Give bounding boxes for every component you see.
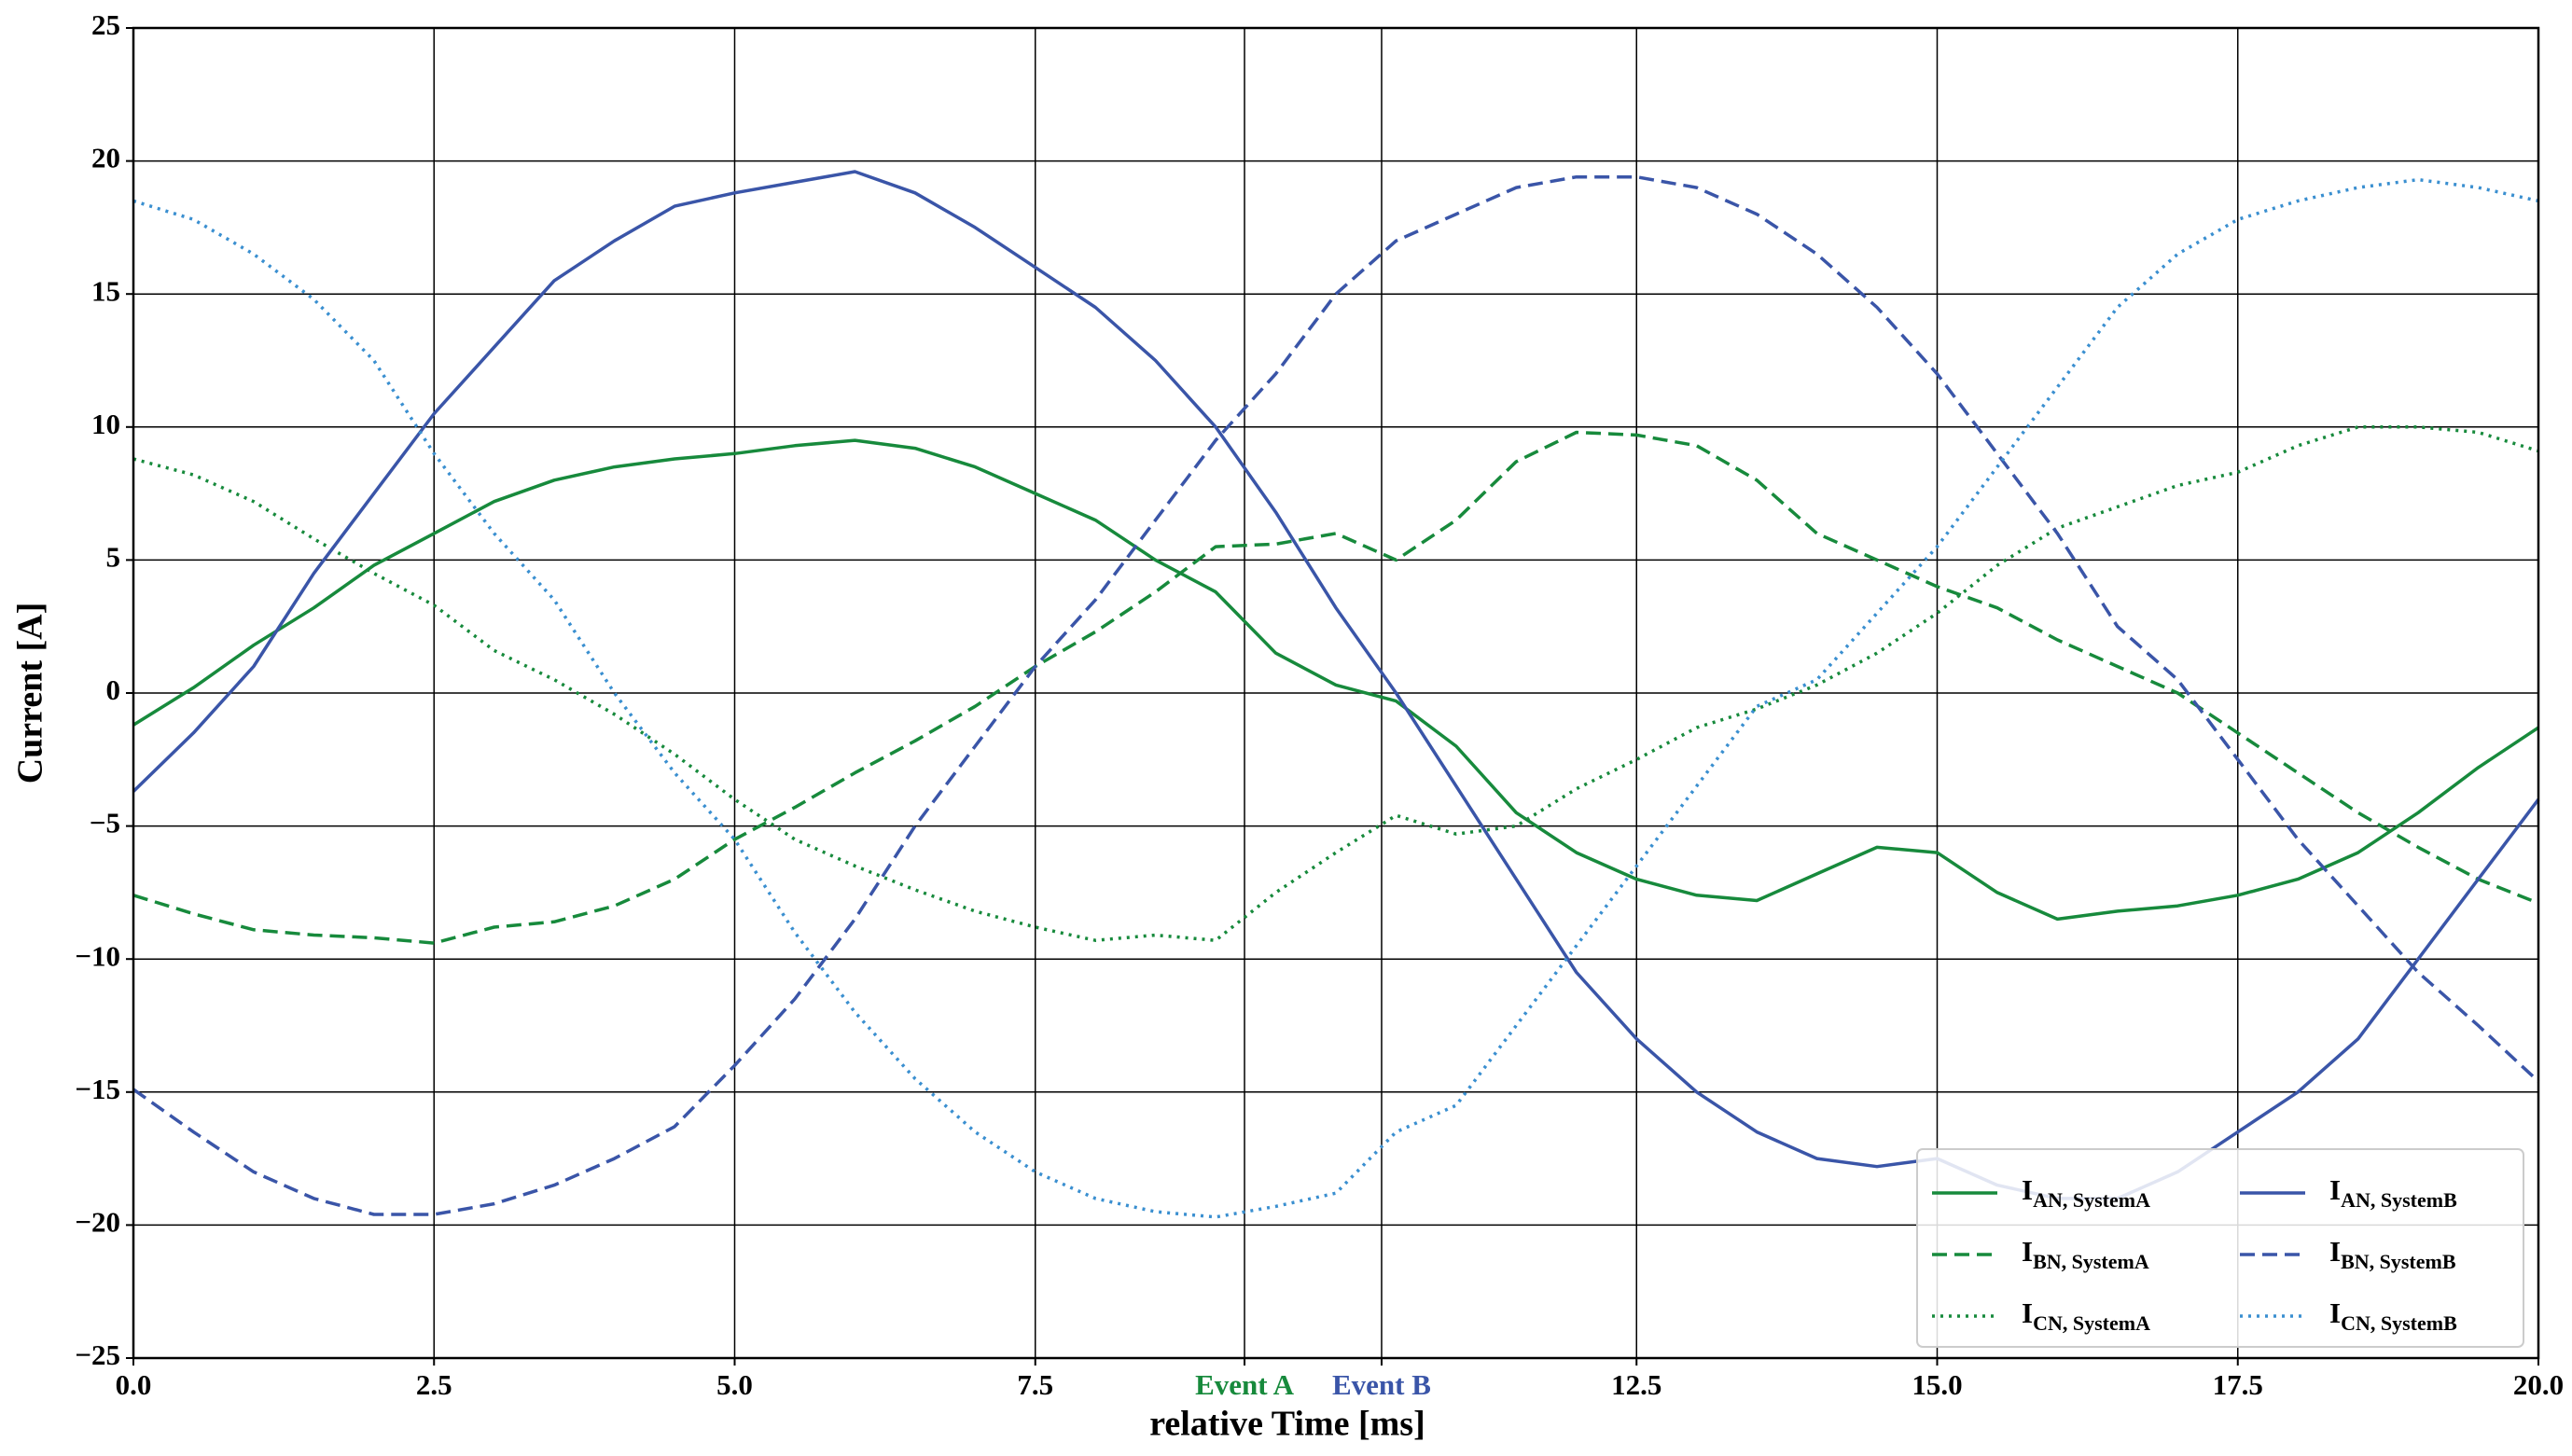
series-line (132, 177, 2539, 1219)
y-tick-label: 25 (91, 8, 120, 41)
legend-name: I (2329, 1297, 2341, 1329)
x-tick-label: 12.5 (1611, 1368, 1661, 1401)
y-tick-label: 5 (106, 541, 121, 574)
legend-label: IBN, SystemA (2022, 1235, 2149, 1273)
x-tick-label: 5.0 (716, 1368, 753, 1401)
legend-label: ICN, SystemA (2022, 1297, 2150, 1335)
y-tick-label: 10 (91, 408, 120, 440)
legend-label: IAN, SystemB (2329, 1173, 2457, 1212)
y-tick-label: −20 (75, 1206, 120, 1239)
legend-subscript: BN, SystemA (2033, 1250, 2149, 1273)
legend-name: I (2022, 1173, 2033, 1206)
series-line (132, 174, 2540, 1216)
y-axis-label: Current [A] (11, 603, 50, 784)
x-tick-label: 0.0 (116, 1368, 152, 1401)
y-tick-label: 0 (106, 673, 121, 706)
legend-name: I (2329, 1173, 2341, 1206)
x-tick-label: 2.5 (416, 1368, 452, 1401)
x-tick-label: 7.5 (1017, 1368, 1053, 1401)
legend-subscript: BN, SystemB (2341, 1250, 2456, 1273)
legend-name: I (2022, 1297, 2033, 1329)
x-tick-label: Event B (1332, 1368, 1431, 1401)
legend-subscript: CN, SystemB (2341, 1311, 2457, 1335)
y-tick-label: −15 (75, 1073, 120, 1105)
legend-subscript: AN, SystemB (2341, 1188, 2457, 1212)
series-line (132, 430, 2539, 945)
y-tick-label: 20 (91, 142, 120, 174)
legend-name: I (2022, 1235, 2033, 1268)
x-axis-label: relative Time [ms] (1149, 1405, 1425, 1444)
legend-name: I (2329, 1235, 2341, 1268)
y-tick-label: −25 (75, 1338, 120, 1371)
y-tick-label: −5 (90, 807, 120, 839)
plot-frame (132, 26, 2540, 1360)
series-line (132, 425, 2539, 942)
y-tick-label: −10 (75, 939, 120, 972)
x-tick-label: 15.0 (1912, 1368, 1962, 1401)
legend-subscript: CN, SystemA (2033, 1311, 2150, 1335)
legend-label: ICN, SystemB (2329, 1297, 2457, 1335)
legend-label: IAN, SystemA (2022, 1173, 2150, 1212)
legend-subscript: AN, SystemA (2033, 1188, 2150, 1212)
legend-box (1916, 1148, 2524, 1348)
series-line (132, 438, 2539, 922)
x-tick-label: Event A (1195, 1368, 1295, 1401)
y-tick-label: 15 (91, 274, 120, 307)
legend-label: IBN, SystemB (2329, 1235, 2456, 1273)
x-tick-label: 17.5 (2213, 1368, 2263, 1401)
x-tick-label: 20.0 (2513, 1368, 2564, 1401)
